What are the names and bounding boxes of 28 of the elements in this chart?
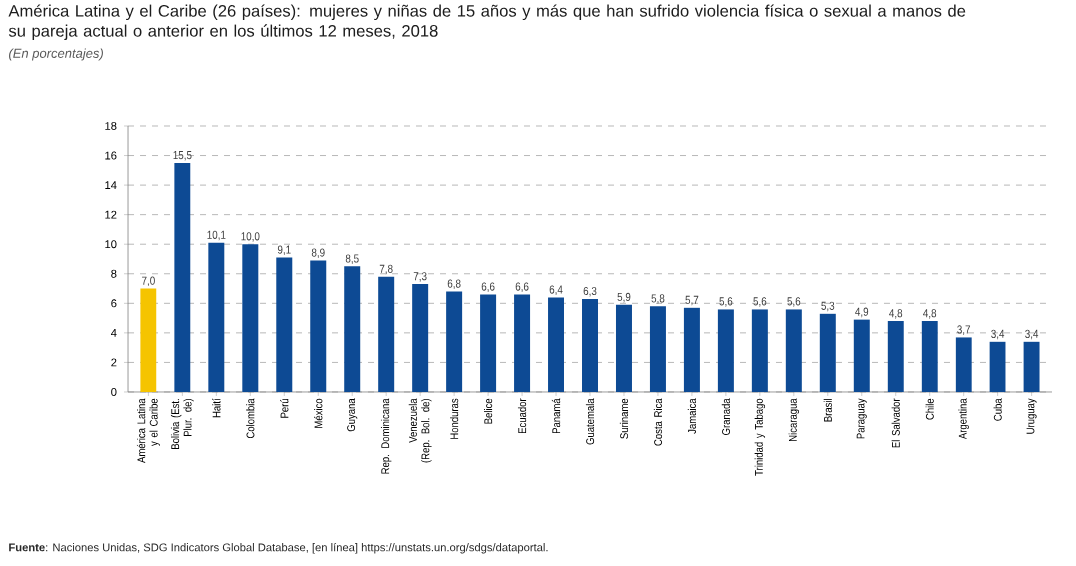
bar bbox=[989, 341, 1006, 392]
bar bbox=[751, 309, 768, 392]
bar bbox=[480, 294, 497, 392]
bar bbox=[615, 304, 632, 392]
bar bbox=[378, 276, 395, 392]
bar bbox=[276, 257, 293, 392]
bar bbox=[1023, 341, 1040, 392]
bar bbox=[887, 321, 904, 392]
bar bbox=[344, 266, 361, 392]
bar bbox=[208, 242, 225, 392]
bar bbox=[548, 297, 565, 392]
bar bbox=[514, 294, 531, 392]
chart-title: América Latina y el Caribe (26 países): mujeres y niñas de 15 años y más que han sufrido violencia física o sexual a manos de su pareja actual o anterior en los últimos 12 meses, 2018 bbox=[8, 4, 966, 41]
bar bbox=[649, 306, 666, 392]
bar bbox=[853, 319, 870, 392]
bar bbox=[140, 288, 157, 392]
bar bbox=[683, 307, 700, 392]
bar bbox=[819, 313, 836, 392]
bar bbox=[955, 337, 972, 392]
bar bbox=[412, 284, 429, 392]
bar bbox=[921, 321, 938, 392]
bar bbox=[446, 291, 463, 392]
bar bbox=[582, 298, 598, 392]
bar bbox=[717, 309, 734, 392]
bar bbox=[242, 244, 259, 392]
bar bbox=[785, 309, 802, 392]
bar bbox=[174, 162, 191, 392]
bar bbox=[310, 260, 327, 392]
